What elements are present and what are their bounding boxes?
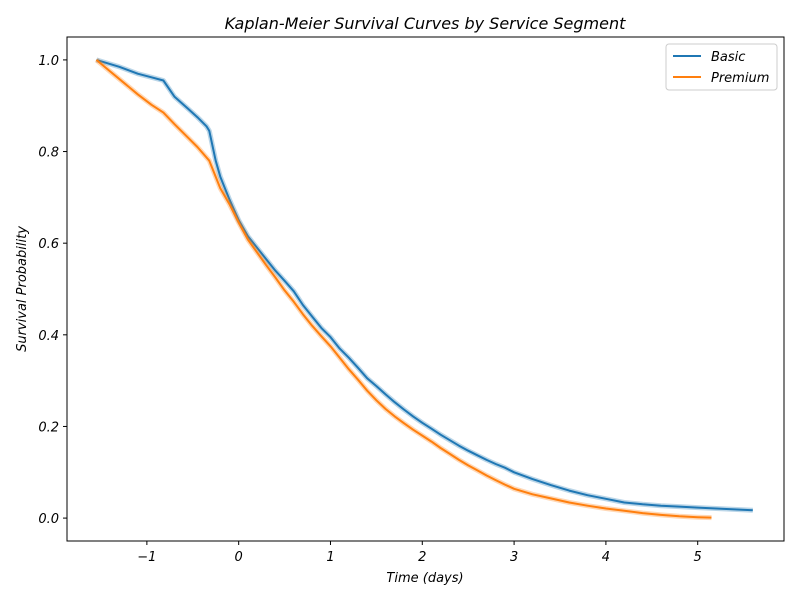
- y-axis-label: Survival Probability: [15, 226, 30, 352]
- x-axis-label: Time (days): [386, 571, 463, 586]
- x-tick-label: 4: [602, 550, 610, 565]
- y-tick-label: 0.4: [38, 329, 59, 344]
- y-tick-label: 0.2: [38, 420, 59, 435]
- legend-label-basic: Basic: [711, 50, 745, 65]
- x-tick-label: 0: [235, 550, 243, 565]
- legend-label-premium: Premium: [711, 71, 769, 86]
- y-tick-label: 0.0: [38, 512, 59, 527]
- y-tick-label: 1.0: [38, 54, 59, 69]
- series-layer: [94, 57, 753, 521]
- y-axis: 0.0 0.2 0.4 0.6 0.8 1.0: [38, 54, 67, 527]
- chart-title: Kaplan-Meier Survival Curves by Service …: [225, 14, 627, 33]
- x-axis: −1 0 1 2 3 4 5: [137, 541, 702, 565]
- y-tick-label: 0.6: [38, 237, 59, 252]
- x-tick-label: −1: [137, 550, 156, 565]
- plot-frame: [66, 36, 785, 542]
- legend: Basic Premium: [665, 43, 778, 91]
- x-tick-label: 1: [326, 550, 334, 565]
- x-tick-label: 2: [418, 550, 426, 565]
- y-tick-label: 0.8: [38, 146, 59, 161]
- x-tick-label: 5: [694, 550, 702, 565]
- series-premium-line: [95, 59, 712, 519]
- x-tick-label: 3: [510, 550, 518, 565]
- series-basic-line: [96, 58, 753, 512]
